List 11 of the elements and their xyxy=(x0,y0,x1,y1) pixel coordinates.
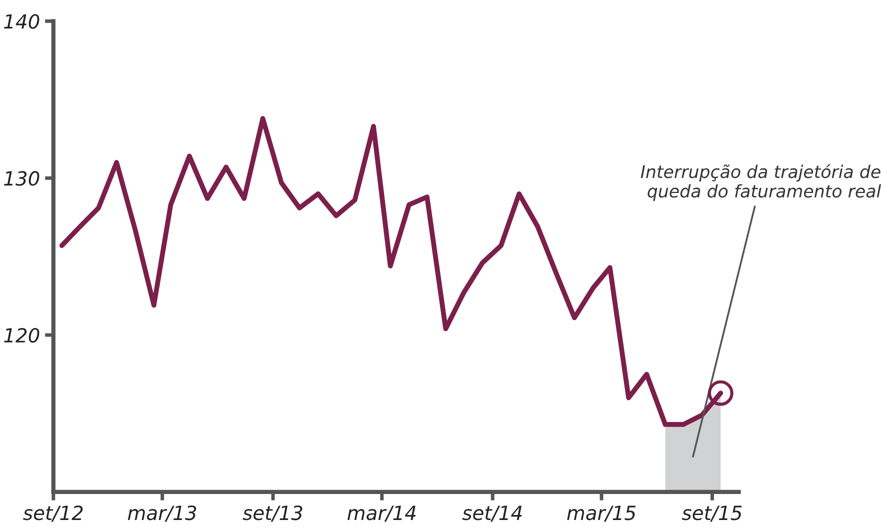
x-tick-label: mar/14 xyxy=(348,506,416,522)
x-tick-label: set/12 xyxy=(23,506,83,522)
x-tick-label: set/13 xyxy=(242,506,302,522)
x-tick-label: set/15 xyxy=(682,506,742,522)
y-tick-label: 140 xyxy=(4,14,40,29)
x-tick-label: mar/13 xyxy=(128,506,196,522)
annotation: Interrupção da trajetória de queda do faturamento real xyxy=(640,164,882,201)
y-tick-label: 130 xyxy=(4,171,40,186)
y-tick-label: 120 xyxy=(4,328,40,343)
x-tick-label: mar/15 xyxy=(567,506,636,522)
x-tick-label: set/14 xyxy=(462,506,522,522)
